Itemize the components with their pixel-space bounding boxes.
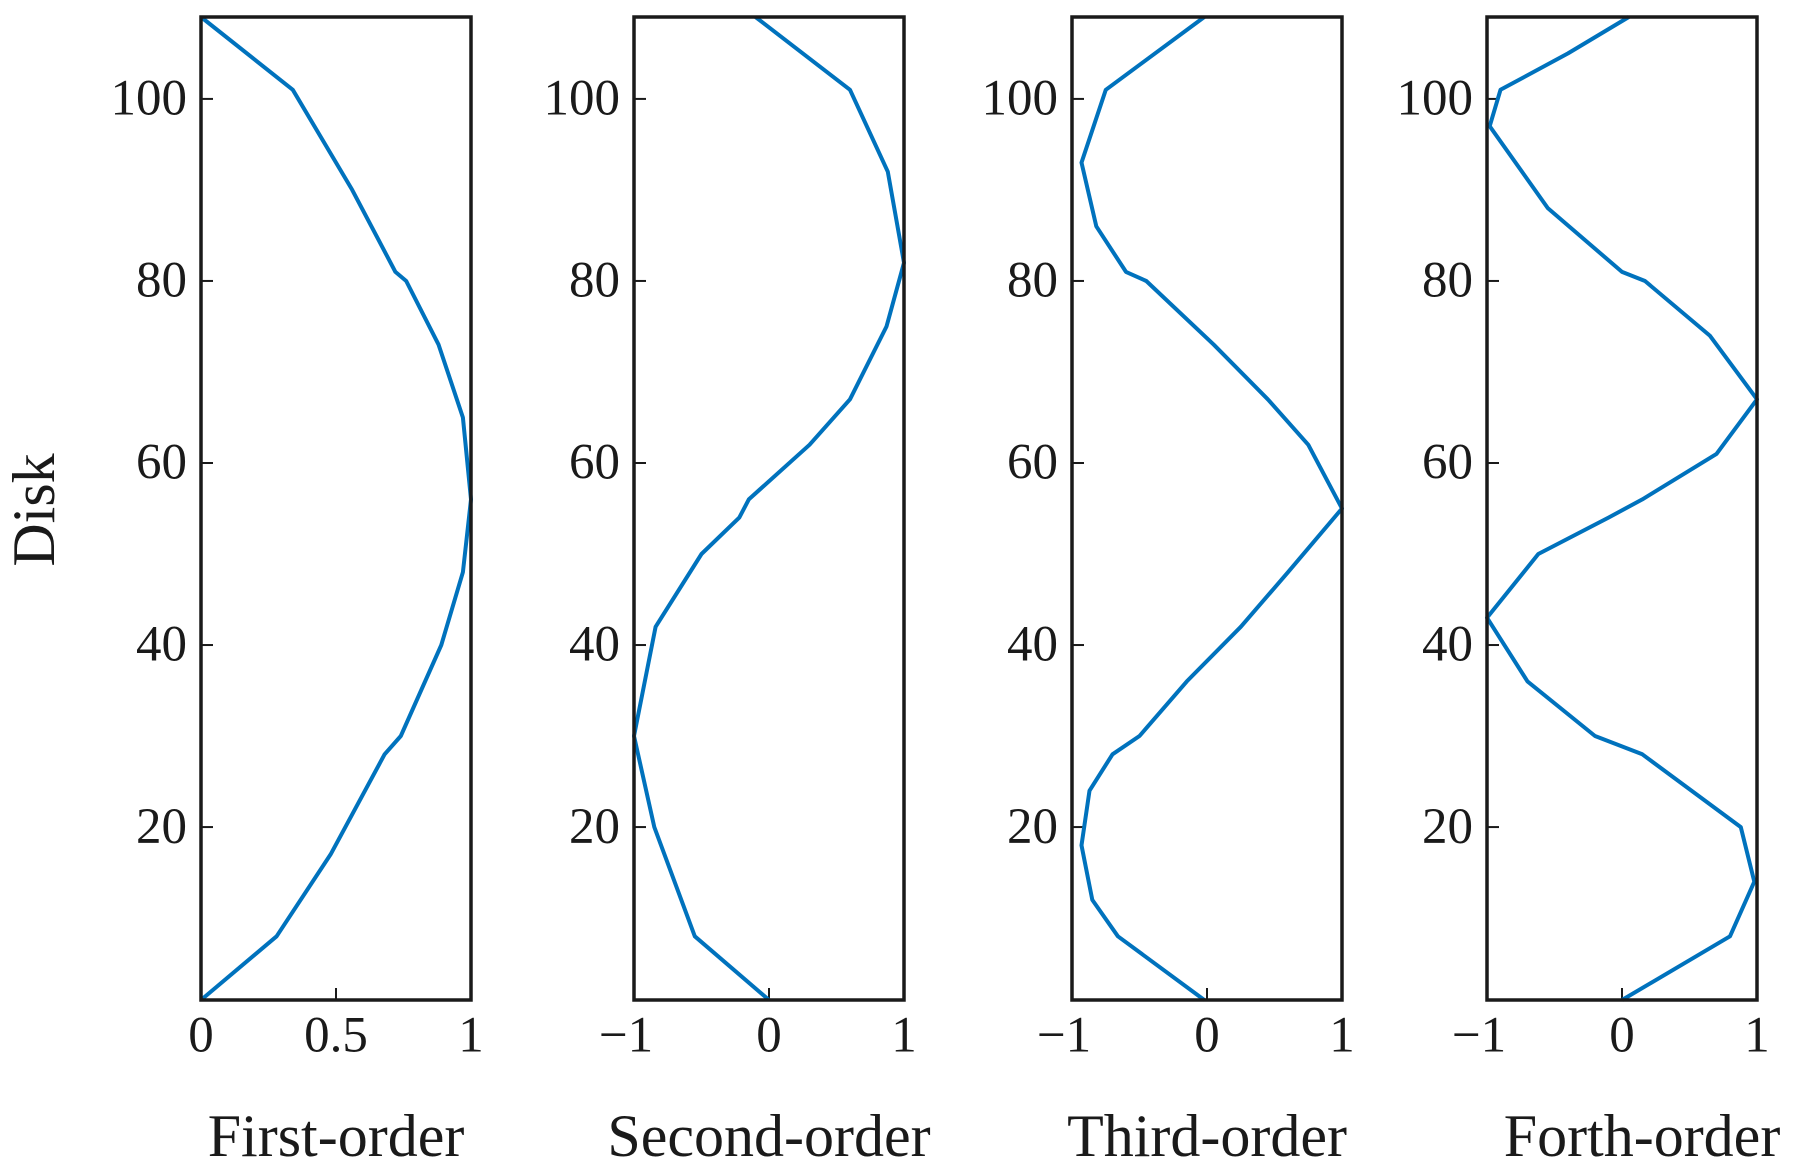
y-tick-label: 100 (544, 71, 621, 127)
y-tick-label: 40 (1422, 617, 1473, 673)
y-tick-label: 20 (136, 799, 187, 855)
axes-box (199, 15, 473, 1002)
axes-box (1485, 15, 1759, 1002)
y-tick-label: 100 (1397, 71, 1474, 127)
x-tick-label: 0 (756, 1008, 782, 1064)
x-tick-label: 1 (1329, 1008, 1355, 1064)
y-tick-label: 40 (1007, 617, 1058, 673)
data-line (1079, 15, 1344, 1002)
y-tick-label: 20 (569, 799, 620, 855)
data-line (632, 15, 906, 1002)
y-tick-label: 100 (982, 71, 1059, 127)
data-line (199, 15, 473, 1002)
x-axis-label: Forth-order (1504, 1103, 1781, 1169)
x-tick-label: 1 (458, 1008, 484, 1064)
x-axis-label: First-order (208, 1103, 465, 1169)
y-tick-label: 60 (569, 435, 620, 491)
y-tick-label: 40 (569, 617, 620, 673)
x-tick-label: 1 (1744, 1008, 1770, 1064)
x-axis-label: Second-order (607, 1103, 930, 1169)
y-tick-label: 40 (136, 617, 187, 673)
y-tick-label: 60 (136, 435, 187, 491)
x-tick-label: −1 (599, 1008, 653, 1064)
x-tick-label: 0.5 (304, 1008, 368, 1064)
y-tick-label: 60 (1007, 435, 1058, 491)
x-axis-label: Third-order (1067, 1103, 1347, 1169)
y-tick-label: 100 (111, 71, 188, 127)
y-tick-label: 80 (136, 253, 187, 309)
x-tick-label: −1 (1452, 1008, 1506, 1064)
x-tick-label: −1 (1037, 1008, 1091, 1064)
y-tick-label: 80 (1007, 253, 1058, 309)
y-tick-label: 20 (1422, 799, 1473, 855)
x-tick-label: 1 (891, 1008, 917, 1064)
y-tick-label: 20 (1007, 799, 1058, 855)
x-tick-label: 0 (188, 1008, 214, 1064)
y-tick-label: 80 (569, 253, 620, 309)
data-line (1485, 15, 1759, 1002)
axes-box (1070, 15, 1344, 1002)
axes-box (632, 15, 906, 1002)
y-tick-label: 60 (1422, 435, 1473, 491)
x-tick-label: 0 (1194, 1008, 1220, 1064)
x-tick-label: 0 (1609, 1008, 1635, 1064)
y-axis-label: Disk (1, 453, 67, 566)
y-tick-label: 80 (1422, 253, 1473, 309)
